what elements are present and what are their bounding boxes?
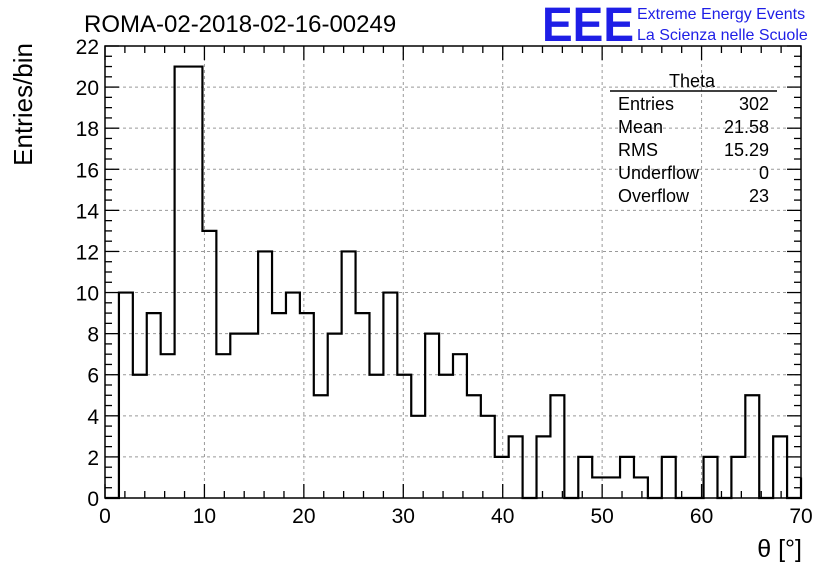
x-tick-label: 40 [491,505,514,528]
logo-mark: EEE [542,0,634,52]
chart-title: ROMA-02-2018-02-16-00249 [84,11,396,38]
eee-logo: EEE Extreme Energy Events La Scienza nel… [542,0,808,52]
x-tick-label: 60 [690,505,713,528]
stats-value: 0 [759,163,769,183]
stats-value: 302 [739,94,769,114]
x-axis-label: θ [°] [757,535,802,563]
stats-label: Underflow [618,163,700,183]
grid-lines [105,46,801,498]
y-tick-label: 4 [87,406,99,429]
axis-ticks [104,45,802,499]
stats-label: Entries [618,94,674,114]
stats-label: Overflow [618,186,690,206]
y-tick-label: 8 [87,324,99,347]
x-tick-label: 70 [789,505,812,528]
x-tick-label: 20 [292,505,315,528]
x-tick-label: 50 [590,505,613,528]
y-tick-label: 22 [76,36,99,59]
y-tick-label: 18 [76,118,99,141]
histogram-outline [105,65,803,500]
stats-value: 21.58 [724,117,769,137]
logo-line-2: La Scienza nelle Scuole [637,27,808,44]
y-tick-label: 10 [76,283,99,306]
stats-rows: Entries 302 Mean 21.58 RMS 15.29 Underflow 0 Ove… [618,94,769,206]
y-tick-label: 6 [87,365,99,388]
logo-line-1: Extreme Energy Events [637,6,805,23]
y-tick-label: 12 [76,241,99,264]
stats-label: RMS [618,140,658,160]
y-tick-label: 16 [76,159,99,182]
stats-title: Theta [669,71,716,91]
y-tick-label: 0 [87,488,99,511]
y-tick-label: 20 [76,77,99,100]
stats-box: Theta Entries 302 Mean 21.58 RMS 15.29 Underfl… [610,71,777,206]
plot-frame [104,45,802,499]
x-tick-label: 10 [193,505,216,528]
x-tick-label: 0 [99,505,111,528]
y-axis-label: Entries/bin [8,43,38,166]
stats-value: 23 [749,186,769,206]
stats-label: Mean [618,117,663,137]
y-tick-labels: 0 2 4 6 8 10 12 14 16 18 20 22 [76,36,100,511]
x-tick-labels: 0 10 20 30 40 50 60 70 [99,505,813,528]
y-tick-label: 2 [87,447,99,470]
x-tick-label: 30 [392,505,415,528]
y-tick-label: 14 [76,200,100,223]
stats-value: 15.29 [724,140,769,160]
